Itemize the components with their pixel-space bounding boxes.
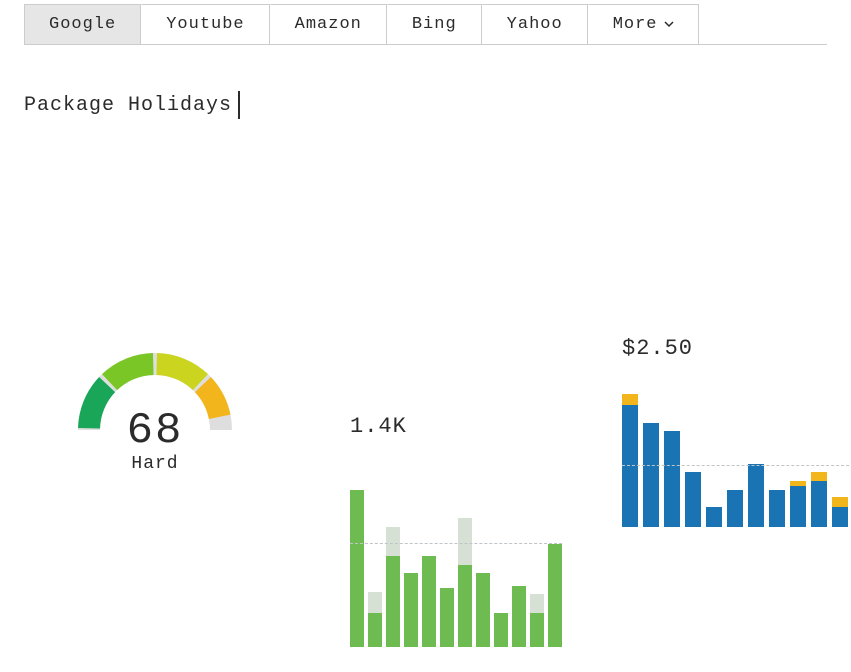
bar	[494, 457, 508, 647]
tab-youtube[interactable]: Youtube	[141, 4, 269, 44]
tab-google[interactable]: Google	[24, 4, 141, 44]
volume-chart: 1.4K	[350, 414, 562, 647]
bar	[422, 457, 436, 647]
bar	[664, 379, 680, 527]
bar	[530, 457, 544, 647]
tab-label: Yahoo	[507, 15, 563, 34]
bar	[769, 379, 785, 527]
text-cursor	[238, 91, 240, 119]
metrics-row: 68 Hard 1.4K $2.50	[50, 330, 260, 474]
bar	[512, 457, 526, 647]
threshold-line	[350, 543, 562, 544]
gauge-label: Hard	[50, 454, 260, 474]
tab-label: More	[613, 15, 658, 34]
tab-label: Amazon	[295, 15, 362, 34]
cpc-chart-title: $2.50	[622, 336, 851, 361]
bar	[706, 379, 722, 527]
tab-label: Bing	[412, 15, 457, 34]
threshold-line	[622, 465, 851, 466]
bar	[440, 457, 454, 647]
tab-bing[interactable]: Bing	[387, 4, 482, 44]
bar	[790, 379, 806, 527]
bar	[832, 379, 848, 527]
bar	[685, 379, 701, 527]
bar	[458, 457, 472, 647]
source-tabs: Google Youtube Amazon Bing Yahoo More	[24, 4, 827, 45]
cpc-bars	[622, 379, 851, 527]
bar	[368, 457, 382, 647]
bar	[643, 379, 659, 527]
volume-bars	[350, 457, 562, 647]
search-input[interactable]: Package Holidays	[24, 94, 232, 117]
tab-yahoo[interactable]: Yahoo	[482, 4, 588, 44]
tab-more[interactable]: More	[588, 4, 699, 44]
bar	[350, 457, 364, 647]
cpc-chart: $2.50	[622, 336, 851, 527]
difficulty-gauge: 68 Hard	[50, 330, 260, 474]
volume-chart-title: 1.4K	[350, 414, 562, 439]
bar	[476, 457, 490, 647]
chevron-down-icon	[664, 15, 674, 34]
bar	[748, 379, 764, 527]
bar	[386, 457, 400, 647]
tab-label: Google	[49, 15, 116, 34]
bar	[727, 379, 743, 527]
bar	[548, 457, 562, 647]
search-row[interactable]: Package Holidays	[24, 91, 827, 119]
bar	[404, 457, 418, 647]
gauge-value: 68	[50, 406, 260, 456]
tab-label: Youtube	[166, 15, 244, 34]
tab-amazon[interactable]: Amazon	[270, 4, 387, 44]
bar	[811, 379, 827, 527]
bar	[622, 379, 638, 527]
